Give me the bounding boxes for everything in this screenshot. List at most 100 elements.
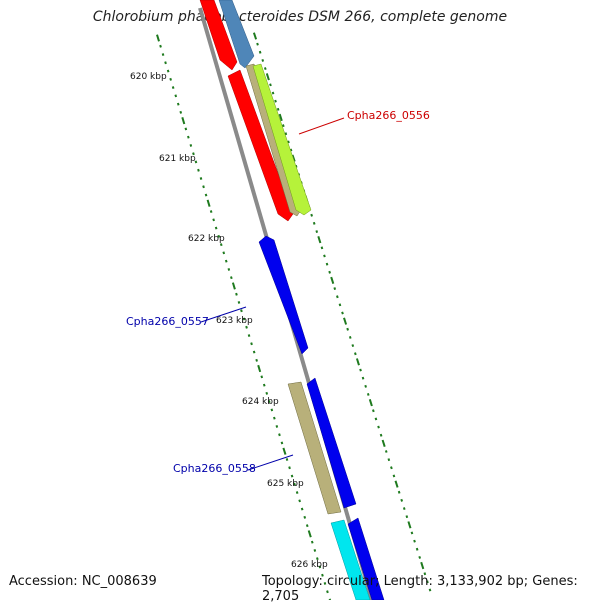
gene-arrow-steel-blue[interactable] (218, 0, 255, 69)
outer-track-minor-tick (256, 42, 259, 46)
inner-track-minor-tick (164, 61, 167, 65)
outer-track-minor-tick (359, 368, 362, 372)
inner-track-minor-tick (290, 474, 294, 478)
outer-track-minor-tick (415, 547, 419, 551)
outer-track-minor-tick (426, 580, 429, 584)
gene-label-cpha266-0558[interactable]: Cpha266_0558 (173, 462, 256, 475)
inner-track-minor-tick (209, 210, 213, 213)
outer-track-minor-tick (413, 539, 416, 543)
outer-track-minor-tick (372, 409, 375, 413)
inner-track-minor-tick (189, 144, 193, 147)
inner-track-minor-tick (293, 482, 296, 486)
tick-label-626kbp: 626 kbp (291, 560, 328, 570)
inner-track-minor-tick (176, 102, 180, 106)
inner-track-minor-tick (265, 391, 269, 395)
inner-tick-track (156, 34, 332, 600)
gene-label-cpha266-0557[interactable]: Cpha266_0557 (126, 315, 209, 328)
gene-arrow-blue-bottom[interactable] (347, 517, 385, 600)
outer-track-minor-tick (354, 352, 357, 356)
outer-track-minor-tick (271, 91, 275, 95)
outer-track-minor-tick (258, 50, 262, 54)
tick-label-623kbp: 623 kbp (216, 316, 253, 326)
tick-label-624kbp: 624 kbp (242, 397, 279, 407)
outer-track-minor-tick (276, 107, 280, 111)
gene-arrow-cyan[interactable] (330, 519, 371, 600)
gene-arrow-cpha266-0556[interactable] (227, 69, 294, 222)
outer-track-major-tick (407, 521, 412, 529)
outer-track-minor-tick (281, 124, 285, 128)
outer-track-minor-tick (336, 295, 339, 299)
inner-track-minor-tick (316, 557, 319, 561)
inner-track-minor-tick (227, 268, 231, 271)
inner-track-minor-tick (235, 292, 238, 296)
outer-track-minor-tick (338, 303, 342, 307)
outer-track-minor-tick (310, 213, 313, 217)
inner-track-minor-tick (280, 441, 284, 445)
leader-line-cpha266-0556 (298, 117, 345, 135)
inner-track-minor-tick (204, 193, 208, 197)
inner-track-minor-tick (250, 342, 253, 346)
outer-track-major-tick (291, 154, 296, 162)
outer-track-minor-tick (392, 474, 396, 478)
inner-track-minor-tick (179, 110, 183, 114)
inner-track-minor-tick (194, 160, 198, 164)
outer-track-major-tick (381, 439, 386, 447)
inner-track-minor-tick (273, 416, 276, 420)
outer-track-minor-tick (379, 433, 383, 437)
outer-track-major-tick (252, 32, 258, 40)
accession-text: Accession: NC_008639 (9, 574, 157, 589)
inner-track-minor-tick (323, 582, 327, 585)
inner-track-major-tick (231, 282, 236, 290)
outer-track-minor-tick (287, 140, 290, 144)
outer-track-minor-tick (390, 466, 393, 470)
outer-track-minor-tick (423, 572, 427, 576)
outer-track-minor-tick (323, 254, 326, 258)
outer-track-minor-tick (328, 270, 331, 274)
outer-track-minor-tick (410, 531, 414, 535)
inner-track-minor-tick (270, 408, 274, 412)
inner-track-minor-tick (255, 358, 258, 362)
inner-track-minor-tick (222, 251, 226, 255)
outer-track-minor-tick (405, 515, 409, 519)
outer-track-minor-tick (312, 221, 316, 225)
inner-track-minor-tick (214, 226, 218, 230)
outer-track-minor-tick (400, 498, 404, 502)
outer-track-minor-tick (315, 230, 319, 233)
gene-label-cpha266-0556[interactable]: Cpha266_0556 (347, 109, 430, 122)
outer-track-minor-tick (402, 507, 406, 510)
gene-arrow-red-top[interactable] (199, 0, 238, 71)
inner-track-major-tick (307, 530, 312, 538)
leader-line-cpha266-0558 (247, 454, 294, 471)
tick-label-622kbp: 622 kbp (188, 234, 225, 244)
outer-track-minor-tick (346, 327, 349, 331)
outer-track-minor-tick (289, 148, 293, 152)
inner-track-minor-tick (199, 177, 203, 180)
outer-track-minor-tick (384, 450, 388, 453)
inner-track-minor-tick (278, 433, 281, 437)
inner-track-major-tick (181, 117, 186, 125)
gene-arrow-cpha266-0557[interactable] (258, 235, 309, 355)
inner-track-minor-tick (295, 491, 299, 494)
outer-track-minor-tick (374, 417, 378, 421)
outer-track-minor-tick (269, 83, 272, 87)
inner-track-minor-tick (217, 234, 221, 238)
inner-track-minor-tick (219, 243, 223, 247)
inner-track-minor-tick (212, 218, 215, 222)
inner-track-minor-tick (169, 77, 172, 81)
tick-label-621kbp: 621 kbp (159, 154, 196, 164)
inner-track-minor-tick (275, 425, 279, 428)
outer-track-major-tick (317, 236, 322, 244)
inner-track-minor-tick (159, 44, 162, 48)
gene-arrow-lime[interactable] (252, 63, 312, 216)
inner-track-minor-tick (161, 53, 165, 56)
gene-arrow-cpha266-0558[interactable] (287, 381, 342, 515)
inner-track-minor-tick (303, 515, 307, 519)
outer-track-minor-tick (377, 425, 380, 429)
inner-track-minor-tick (197, 168, 200, 172)
inner-track-minor-tick (305, 524, 309, 528)
inner-track-major-tick (257, 364, 262, 373)
gene-arrow-blue-lower[interactable] (306, 377, 357, 509)
inner-track-minor-tick (192, 152, 195, 156)
inner-track-minor-tick (202, 185, 205, 189)
